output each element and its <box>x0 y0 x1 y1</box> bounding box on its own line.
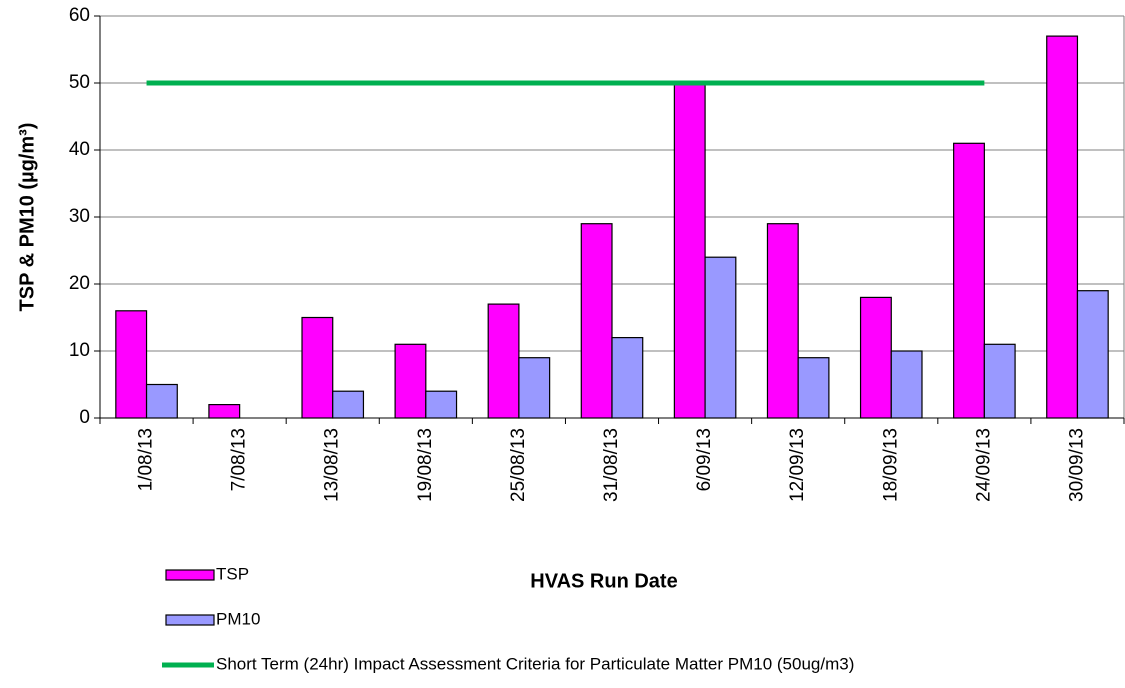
x-tick-label: 25/08/13 <box>508 428 529 502</box>
bar <box>797 357 830 419</box>
bar <box>611 337 644 419</box>
y-tick-label: 60 <box>69 5 90 26</box>
x-tick-label: 1/08/13 <box>136 428 157 491</box>
x-tick-label: 13/08/13 <box>322 428 343 502</box>
bar <box>487 303 520 419</box>
y-tick-label: 0 <box>79 407 90 428</box>
bar <box>983 343 1016 419</box>
bar <box>518 357 551 419</box>
bar <box>580 223 613 419</box>
bar <box>1076 290 1109 419</box>
legend-label: TSP <box>216 564 249 583</box>
bar <box>673 82 706 419</box>
legend-swatch <box>165 614 215 626</box>
bar <box>425 390 458 419</box>
y-tick-label: 30 <box>69 206 90 227</box>
y-axis-label: TSP & PM10 (µg/m³) <box>16 123 38 312</box>
x-tick-label: 18/09/13 <box>880 428 901 502</box>
x-axis-label: HVAS Run Date <box>530 570 677 592</box>
bar <box>704 256 737 419</box>
bar <box>115 310 148 419</box>
bar <box>208 404 241 419</box>
legend-swatch <box>165 569 215 581</box>
x-tick-label: 30/09/13 <box>1066 428 1087 502</box>
y-tick-label: 40 <box>69 139 90 160</box>
bar <box>394 343 427 419</box>
bar <box>859 296 892 419</box>
x-tick-label: 6/09/13 <box>694 428 715 491</box>
y-tick-label: 10 <box>69 340 90 361</box>
bar <box>145 383 178 419</box>
bar <box>301 316 334 419</box>
x-tick-label: 24/09/13 <box>973 428 994 502</box>
x-tick-label: 12/09/13 <box>787 428 808 502</box>
bar <box>953 142 985 419</box>
y-tick-label: 50 <box>69 72 90 93</box>
y-tick-label: 20 <box>69 273 90 294</box>
legend-label: PM10 <box>216 609 260 628</box>
legend-label: Short Term (24hr) Impact Assessment Crit… <box>216 654 854 673</box>
x-tick-label: 19/08/13 <box>415 428 436 502</box>
bar <box>332 390 365 419</box>
x-tick-label: 31/08/13 <box>601 428 622 502</box>
bar <box>890 350 923 419</box>
bar <box>766 223 799 419</box>
x-tick-label: 7/08/13 <box>229 428 250 491</box>
bar <box>1046 35 1079 419</box>
